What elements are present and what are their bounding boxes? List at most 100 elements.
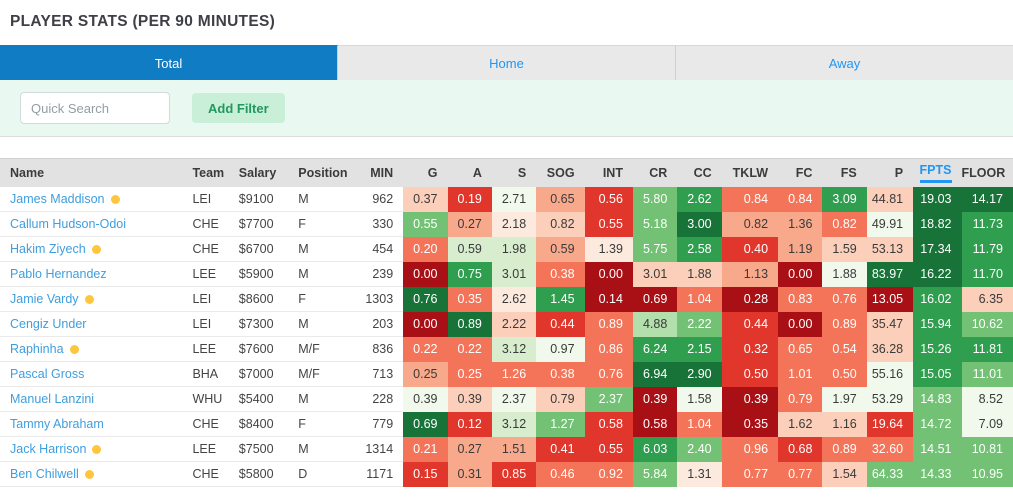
stat-cell-floor: 10.95 bbox=[961, 461, 1013, 487]
tab-home[interactable]: Home bbox=[338, 45, 676, 80]
stat-cell-cr: 5.80 bbox=[632, 186, 678, 212]
stat-cell-s: 1.98 bbox=[491, 236, 537, 262]
position-cell: M/F bbox=[288, 361, 348, 387]
column-header-position[interactable]: Position bbox=[288, 158, 348, 187]
stat-cell-sog: 0.38 bbox=[536, 261, 585, 287]
stat-cell-fs: 0.54 bbox=[822, 336, 867, 362]
stat-cell-g: 0.69 bbox=[403, 411, 448, 437]
stat-cell-p: 13.05 bbox=[866, 286, 914, 312]
min-cell: 779 bbox=[347, 411, 404, 437]
team-cell: LEI bbox=[182, 286, 229, 312]
column-header-p[interactable]: P bbox=[866, 158, 914, 187]
column-header-cc[interactable]: CC bbox=[677, 158, 722, 187]
column-header-s[interactable]: S bbox=[491, 158, 537, 187]
stat-cell-int: 1.39 bbox=[584, 236, 633, 262]
player-link[interactable]: Hakim Ziyech bbox=[10, 242, 86, 256]
column-header-fc[interactable]: FC bbox=[778, 158, 823, 187]
min-cell: 1303 bbox=[347, 286, 404, 312]
stat-cell-p: 53.13 bbox=[866, 236, 914, 262]
stat-cell-p: 55.16 bbox=[866, 361, 914, 387]
table-row: Manuel Lanzini WHU $5400 M 228 0.39 0.39 2.37 0.… bbox=[0, 386, 1013, 412]
stat-cell-fpts: 15.94 bbox=[913, 311, 962, 337]
stat-cell-g: 0.00 bbox=[403, 311, 448, 337]
status-dot-icon bbox=[84, 470, 94, 480]
stat-cell-g: 0.37 bbox=[403, 186, 448, 212]
position-cell: F bbox=[288, 411, 348, 437]
stat-cell-p: 19.64 bbox=[866, 411, 914, 437]
player-link[interactable]: Pascal Gross bbox=[10, 367, 85, 381]
quick-search-input[interactable] bbox=[20, 92, 170, 124]
stat-cell-sog: 0.38 bbox=[536, 361, 585, 387]
column-header-salary[interactable]: Salary bbox=[228, 158, 289, 187]
stat-cell-cr: 0.39 bbox=[632, 386, 678, 412]
column-header-tklw[interactable]: TKLW bbox=[721, 158, 779, 187]
column-header-fpts[interactable]: FPTS bbox=[913, 158, 962, 187]
stat-cell-floor: 6.35 bbox=[961, 286, 1013, 312]
tab-away[interactable]: Away bbox=[676, 45, 1013, 80]
salary-cell: $7300 bbox=[228, 311, 289, 337]
player-link[interactable]: Pablo Hernandez bbox=[10, 267, 107, 281]
player-link[interactable]: James Maddison bbox=[10, 191, 105, 206]
stat-cell-fc: 0.79 bbox=[778, 386, 823, 412]
stat-cell-a: 0.39 bbox=[447, 386, 492, 412]
table-row: Pascal Gross BHA $7000 M/F 713 0.25 0.25 1.26 0.… bbox=[0, 361, 1013, 387]
stat-cell-sog: 0.79 bbox=[536, 386, 585, 412]
column-header-g[interactable]: G bbox=[403, 158, 448, 187]
team-cell: LEE bbox=[182, 336, 229, 362]
player-link[interactable]: Jack Harrison bbox=[10, 442, 87, 456]
stat-cell-g: 0.21 bbox=[403, 436, 448, 462]
stat-cell-g: 0.55 bbox=[403, 211, 448, 237]
player-link[interactable]: Tammy Abraham bbox=[10, 417, 104, 431]
team-cell: LEE bbox=[182, 261, 229, 287]
stat-cell-fs: 1.54 bbox=[822, 461, 867, 487]
column-header-fs[interactable]: FS bbox=[822, 158, 867, 187]
stat-cell-cc: 2.22 bbox=[677, 311, 722, 337]
player-link[interactable]: Jamie Vardy bbox=[10, 292, 79, 306]
stat-cell-cc: 2.58 bbox=[677, 236, 722, 262]
player-link[interactable]: Cengiz Under bbox=[10, 317, 87, 331]
stat-cell-fs: 0.89 bbox=[822, 311, 867, 337]
stat-cell-fpts: 14.51 bbox=[913, 436, 962, 462]
salary-cell: $5800 bbox=[228, 461, 289, 487]
stat-cell-fpts: 14.72 bbox=[913, 411, 962, 437]
player-link[interactable]: Callum Hudson-Odoi bbox=[10, 217, 127, 231]
stat-cell-sog: 0.41 bbox=[536, 436, 585, 462]
status-dot-icon bbox=[69, 345, 79, 355]
player-link[interactable]: Raphinha bbox=[10, 342, 64, 356]
stat-cell-fpts: 17.34 bbox=[913, 236, 962, 262]
player-name-cell: Ben Chilwell bbox=[0, 461, 183, 487]
table-row: Raphinha LEE $7600 M/F 836 0.22 0.22 3.12 0.97 0.… bbox=[0, 336, 1013, 362]
stat-cell-fpts: 14.83 bbox=[913, 386, 962, 412]
stat-cell-floor: 10.81 bbox=[961, 436, 1013, 462]
player-link[interactable]: Ben Chilwell bbox=[10, 467, 79, 481]
stat-cell-tklw: 0.35 bbox=[721, 411, 779, 437]
add-filter-button[interactable]: Add Filter bbox=[192, 93, 285, 123]
column-header-min[interactable]: MIN bbox=[347, 158, 404, 187]
column-header-a[interactable]: A bbox=[447, 158, 492, 187]
stat-cell-g: 0.25 bbox=[403, 361, 448, 387]
stat-cell-sog: 0.97 bbox=[536, 336, 585, 362]
column-header-int[interactable]: INT bbox=[584, 158, 633, 187]
stat-cell-g: 0.20 bbox=[403, 236, 448, 262]
column-header-cr[interactable]: CR bbox=[632, 158, 678, 187]
stat-cell-fpts: 15.26 bbox=[913, 336, 962, 362]
stat-cell-cc: 1.31 bbox=[677, 461, 722, 487]
stat-cell-a: 0.31 bbox=[447, 461, 492, 487]
column-header-team[interactable]: Team bbox=[182, 158, 229, 187]
position-cell: D bbox=[288, 461, 348, 487]
stat-cell-p: 83.97 bbox=[866, 261, 914, 287]
column-header-sog[interactable]: SOG bbox=[536, 158, 585, 187]
stat-cell-cc: 2.40 bbox=[677, 436, 722, 462]
tab-total[interactable]: Total bbox=[0, 45, 338, 80]
stat-cell-a: 0.89 bbox=[447, 311, 492, 337]
team-cell: LEI bbox=[182, 186, 229, 212]
stat-cell-int: 0.76 bbox=[584, 361, 633, 387]
table-row: Callum Hudson-Odoi CHE $7700 F 330 0.55 0.27 2.… bbox=[0, 211, 1013, 237]
player-link[interactable]: Manuel Lanzini bbox=[10, 392, 95, 406]
stat-cell-floor: 14.17 bbox=[961, 186, 1013, 212]
column-header-floor[interactable]: FLOOR bbox=[961, 158, 1013, 187]
stat-cell-int: 0.14 bbox=[584, 286, 633, 312]
column-header-name[interactable]: Name bbox=[0, 158, 183, 187]
position-cell: M bbox=[288, 261, 348, 287]
